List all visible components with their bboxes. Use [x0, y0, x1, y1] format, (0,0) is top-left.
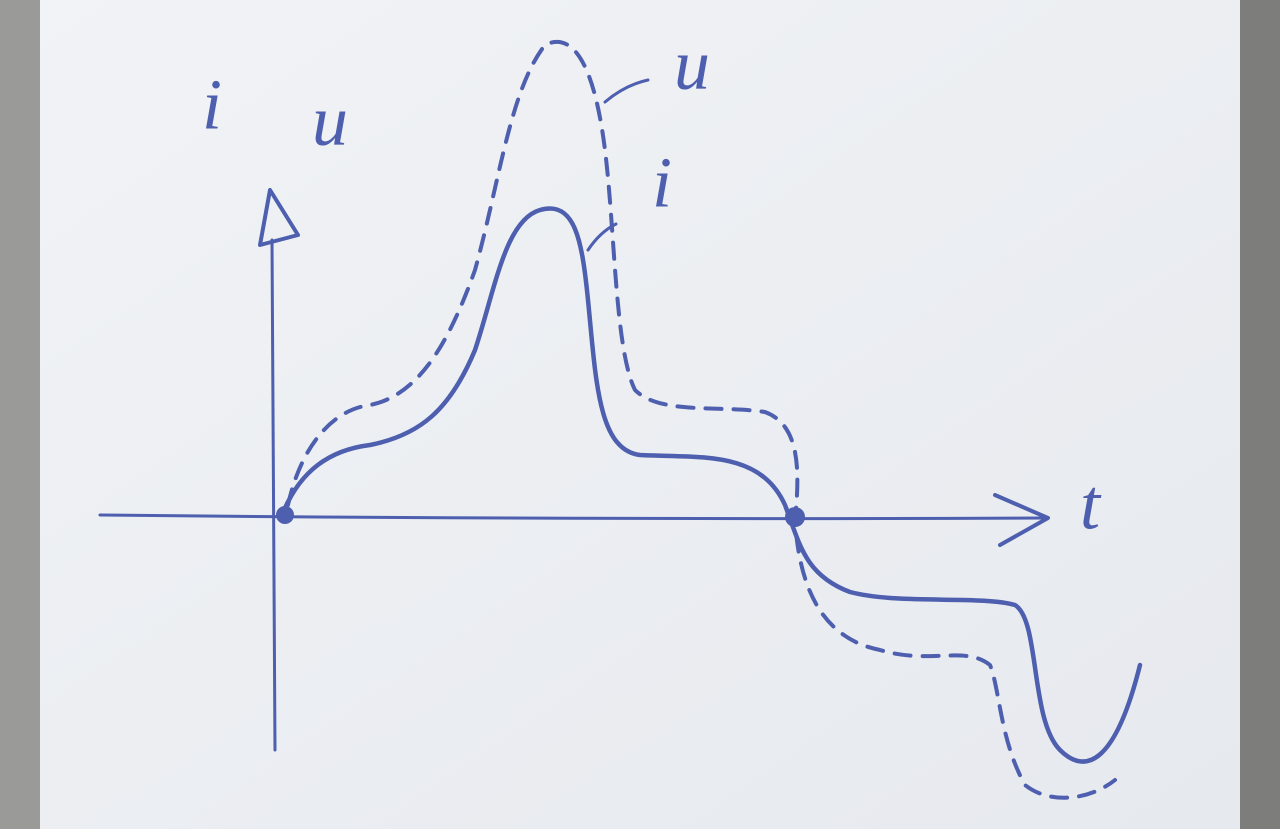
current-curve [279, 206, 1143, 764]
curve-label-u: u [674, 25, 710, 105]
leader-u [603, 78, 650, 104]
y-label-i: i [202, 65, 222, 145]
x-label-t: t [1080, 465, 1102, 545]
y-axis-arrow [258, 188, 300, 247]
y-axis [270, 238, 277, 752]
y-label-u: u [312, 81, 348, 161]
curve-label-i: i [652, 143, 672, 223]
frame-right [1240, 0, 1280, 829]
voltage-curve [286, 39, 1117, 800]
zero-crossing [276, 506, 294, 524]
x-axis [98, 513, 1047, 521]
leader-i [586, 222, 618, 252]
zero-crossing [785, 507, 805, 527]
x-axis-arrow [993, 493, 1050, 547]
